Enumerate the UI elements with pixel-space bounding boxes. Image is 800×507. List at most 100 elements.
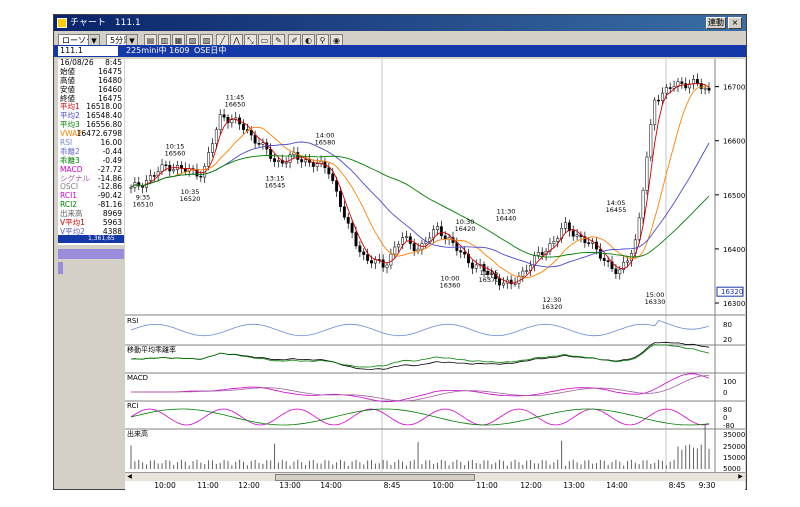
candle-body <box>230 119 234 124</box>
candle-body <box>358 245 362 253</box>
link-button[interactable]: 連動 <box>706 17 726 29</box>
rci2-line <box>130 408 710 426</box>
candle-body <box>703 87 707 90</box>
horizontal-scrollbar[interactable]: ◀ ▶ <box>125 472 745 481</box>
subaxis-label: -80 <box>723 422 734 430</box>
candle-body <box>404 236 408 238</box>
info-key: OSCI <box>60 182 79 192</box>
info-row: 平均1 16518.00 <box>58 103 124 112</box>
candle-body <box>509 279 513 285</box>
info-row: 平均2 16548.40 <box>58 111 124 121</box>
info-value: -0.49 <box>102 155 122 165</box>
candle-body <box>211 143 214 153</box>
info-bar-2 <box>58 262 63 274</box>
time-axis: 10:00 11:00 12:00 13:00 14:00 8:45 10:00 11:00 1… <box>125 481 745 491</box>
info-key: 始値 <box>60 66 75 76</box>
dev-line <box>130 341 710 370</box>
candle-body <box>354 232 358 247</box>
candle-body <box>253 134 257 144</box>
code-field[interactable]: 111.1 <box>58 46 118 56</box>
info-value: 8969 <box>102 209 122 219</box>
info-key: RSI <box>60 138 73 148</box>
info-value: 5963 <box>102 218 122 228</box>
annotation-price: 16420 <box>455 225 476 233</box>
info-value: 16.00 <box>100 138 122 148</box>
panel-label-rsi: RSI <box>127 317 138 325</box>
info-row: 始値 16475 <box>58 66 124 77</box>
candle-body <box>641 190 645 219</box>
scroll-thumb[interactable] <box>275 474 475 481</box>
candle-body <box>564 222 567 229</box>
annotation-time: 10:00 <box>441 275 460 283</box>
candle-body <box>195 169 199 177</box>
info-row: V平均1 5963 <box>58 218 124 228</box>
scroll-left-icon[interactable]: ◀ <box>127 473 132 480</box>
info-value: 16475 <box>98 66 122 76</box>
annotation-time: 11:05 <box>480 269 499 277</box>
scroll-right-icon[interactable]: ▶ <box>738 473 743 480</box>
candle-body <box>540 252 544 256</box>
candle-body <box>649 124 653 158</box>
candle-body <box>587 242 591 244</box>
candle-body <box>517 276 521 284</box>
annotation-price: 16320 <box>542 303 563 311</box>
price-tick-label: 16700 <box>723 84 745 92</box>
title-bar: チャート 111.1 連動 × <box>54 15 746 31</box>
window-title: チャート 111.1 <box>70 18 141 28</box>
subaxis-label: 80 <box>723 406 732 414</box>
time-tick-label: 12:00 <box>520 481 542 490</box>
info-key: 出来高 <box>60 209 83 219</box>
dev-line-2 <box>130 344 710 368</box>
time-tick-label: 14:00 <box>320 481 342 490</box>
annotation-price: 16455 <box>606 206 627 214</box>
time-tick-label: 12:00 <box>238 481 260 490</box>
info-key: 安値 <box>60 84 75 94</box>
candle-body <box>486 270 490 275</box>
info-value: 16472.6798 <box>76 129 122 139</box>
candle-body <box>300 159 304 163</box>
info-value: -0.44 <box>102 146 122 156</box>
candle-body <box>304 159 308 163</box>
candle-body <box>261 142 265 145</box>
annotation-time: 15:00 <box>646 291 665 299</box>
candle-body <box>668 87 672 89</box>
annotation-time: 13:15 <box>266 174 285 182</box>
info-row: 安値 16460 <box>58 84 124 95</box>
annotation-time: 11:45 <box>226 94 245 102</box>
candle-body <box>428 237 432 242</box>
info-row: シグナル -14.86 <box>58 174 124 184</box>
close-button[interactable]: × <box>728 17 742 29</box>
candle-body <box>164 164 168 167</box>
chart-area[interactable]: 16700 16600 16500 16400 16300 16320 9:35 16510 1… <box>125 59 745 491</box>
candle-body <box>525 270 529 272</box>
info-value: -12.86 <box>97 182 122 192</box>
time-tick-label: 11:00 <box>197 481 219 490</box>
signal-line <box>131 375 710 402</box>
info-row: RCI1 -90.42 <box>58 191 124 201</box>
candle-body <box>137 182 141 187</box>
candle-body <box>327 167 331 175</box>
info-key: 乖離3 <box>60 155 80 165</box>
annotation-price: 16650 <box>225 101 246 109</box>
candle-body <box>397 243 401 248</box>
subaxis-label: 0 <box>723 414 727 422</box>
time-tick-label: 13:00 <box>563 481 585 490</box>
candle-body <box>331 173 335 181</box>
annotation-time: 10:15 <box>166 142 185 150</box>
candle-body <box>707 87 711 91</box>
info-value: 16556.80 <box>86 120 122 130</box>
candle-body <box>459 250 463 253</box>
extra-label: 1,361,65 <box>58 235 124 243</box>
candle-body <box>567 222 571 232</box>
candle-body <box>366 254 370 261</box>
subaxis-label: 15000 <box>723 454 745 462</box>
annotation-price: 16360 <box>440 282 461 290</box>
annotation-price: 16520 <box>180 195 201 203</box>
candle-body <box>645 156 649 191</box>
candle-body <box>148 175 152 181</box>
panel-label-vol: 出来高 <box>127 429 148 438</box>
annotation-time: 11:30 <box>497 207 516 215</box>
candle-body <box>552 241 556 244</box>
candle-body <box>315 163 319 167</box>
info-value: 16480 <box>98 75 122 85</box>
